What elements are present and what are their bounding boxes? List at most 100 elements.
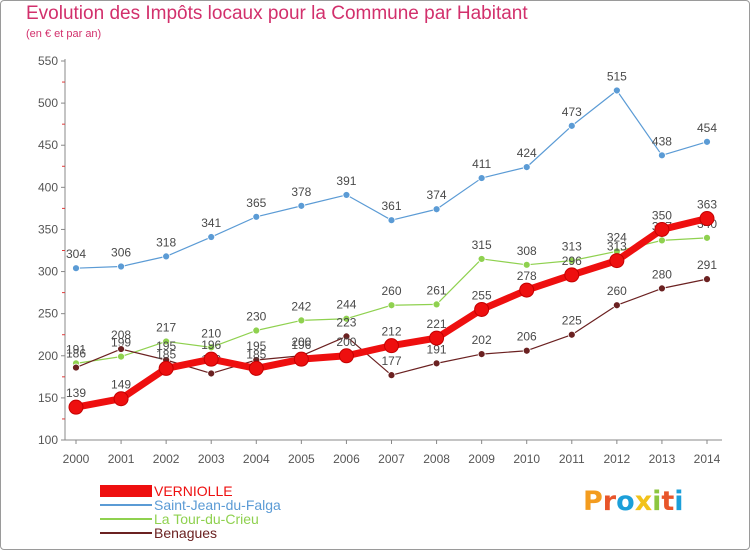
logo-letter: o (616, 486, 635, 517)
data-point-benagues (658, 284, 666, 293)
data-label-benagues: 195 (156, 339, 176, 353)
legend-label-la-tour-du-crieu: La Tour-du-Crieu (154, 511, 259, 527)
y-tick-label: 100 (38, 433, 58, 447)
data-label-saint-jean-du-falga: 473 (562, 105, 582, 119)
data-label-verniolle: 185 (246, 347, 266, 361)
legend-label-benagues: Benagues (154, 525, 218, 541)
data-point-saint-jean-du-falga (162, 252, 171, 261)
data-label-saint-jean-du-falga: 304 (66, 247, 86, 261)
data-label-saint-jean-du-falga: 318 (156, 235, 176, 249)
data-point-benagues (432, 359, 441, 368)
data-label-verniolle: 313 (607, 240, 627, 254)
data-label-benagues: 223 (336, 315, 356, 329)
data-point-saint-jean-du-falga (658, 151, 666, 160)
chart-title: Evolution des Impôts locaux pour la Comm… (26, 3, 528, 24)
data-point-saint-jean-du-falga (703, 137, 711, 146)
y-tick-label: 300 (38, 265, 58, 279)
data-point-saint-jean-du-falga (612, 86, 621, 95)
x-tick-label: 2014 (694, 452, 721, 466)
legend-item-la-tour-du-crieu: La Tour-du-Crieu (100, 512, 281, 526)
data-point-benagues (387, 371, 396, 380)
data-point-verniolle (519, 282, 535, 298)
logo-letter: P (583, 486, 603, 517)
data-point-saint-jean-du-falga (117, 262, 125, 271)
data-label-saint-jean-du-falga: 438 (652, 134, 672, 148)
data-point-verniolle (654, 221, 670, 237)
data-point-la-tour-du-crieu (162, 337, 171, 346)
x-tick-label: 2001 (108, 452, 135, 466)
data-point-verniolle (248, 360, 264, 376)
data-label-la-tour-du-crieu: 230 (246, 310, 266, 324)
data-point-la-tour-du-crieu (207, 343, 216, 352)
data-label-la-tour-du-crieu: 191 (66, 342, 86, 356)
data-point-verniolle (384, 338, 399, 354)
legend-swatch-benagues (100, 532, 152, 534)
data-label-la-tour-du-crieu: 261 (427, 283, 447, 297)
y-tick-label: 500 (38, 96, 58, 110)
x-tick-label: 2010 (513, 452, 540, 466)
data-label-la-tour-du-crieu: 217 (156, 320, 176, 334)
data-label-benagues: 280 (652, 267, 672, 281)
data-label-saint-jean-du-falga: 515 (607, 69, 627, 83)
data-point-la-tour-du-crieu (387, 301, 396, 310)
data-label-verniolle: 350 (652, 208, 672, 222)
data-point-la-tour-du-crieu (252, 326, 261, 335)
x-tick-label: 2013 (649, 452, 676, 466)
legend-swatch-saint-jean-du-falga (100, 504, 152, 506)
data-label-saint-jean-du-falga: 361 (381, 199, 401, 213)
data-label-verniolle: 278 (517, 269, 537, 283)
data-point-benagues (567, 330, 576, 339)
data-point-benagues (342, 332, 351, 341)
data-label-verniolle: 196 (201, 338, 221, 352)
logo-letter: t (661, 486, 675, 517)
x-tick-label: 2004 (243, 452, 270, 466)
y-tick-label: 400 (38, 180, 58, 194)
data-label-benagues: 291 (697, 258, 717, 272)
data-point-saint-jean-du-falga (72, 264, 80, 273)
data-label-la-tour-du-crieu: 199 (111, 336, 131, 350)
data-point-benagues (477, 350, 486, 358)
data-point-saint-jean-du-falga (432, 205, 441, 214)
legend-item-benagues: Benagues (100, 526, 281, 540)
logo-letter: x (634, 486, 653, 517)
x-tick-label: 2011 (559, 452, 585, 466)
x-tick-label: 2005 (288, 452, 315, 466)
data-label-benagues: 177 (381, 354, 401, 368)
proxiti-logo: Proxiti (583, 486, 684, 517)
data-label-la-tour-du-crieu: 313 (562, 240, 582, 254)
data-label-la-tour-du-crieu: 308 (517, 244, 537, 258)
data-point-la-tour-du-crieu (117, 352, 125, 361)
data-point-verniolle (338, 348, 354, 364)
y-tick-label: 250 (38, 307, 58, 321)
data-point-verniolle (609, 253, 625, 269)
data-label-la-tour-du-crieu: 315 (472, 238, 492, 252)
legend-item-saint-jean-du-falga: Saint-Jean-du-Falga (100, 498, 281, 512)
data-point-saint-jean-du-falga (297, 201, 306, 210)
data-label-benagues: 200 (291, 335, 311, 349)
data-label-saint-jean-du-falga: 374 (427, 188, 447, 202)
y-tick-label: 450 (38, 138, 58, 152)
data-label-la-tour-du-crieu: 324 (607, 230, 627, 244)
data-point-saint-jean-du-falga (567, 121, 576, 130)
data-label-saint-jean-du-falga: 365 (246, 196, 266, 210)
data-point-saint-jean-du-falga (342, 191, 351, 199)
logo-letter: i (652, 486, 662, 517)
data-point-la-tour-du-crieu (703, 233, 711, 242)
data-label-saint-jean-du-falga: 454 (697, 121, 717, 135)
legend-item-verniolle: VERNIOLLE (100, 484, 281, 498)
x-tick-label: 2007 (378, 452, 405, 466)
data-label-benagues: 206 (517, 330, 537, 344)
data-point-benagues (522, 346, 531, 355)
x-tick-label: 2012 (604, 452, 631, 466)
chart-legend: VERNIOLLE Saint-Jean-du-Falga La Tour-du… (100, 484, 281, 540)
data-point-saint-jean-du-falga (477, 174, 486, 182)
data-point-verniolle (203, 351, 219, 367)
data-label-benagues: 208 (111, 328, 131, 342)
x-tick-label: 2006 (333, 452, 360, 466)
data-point-la-tour-du-crieu (432, 300, 441, 309)
data-label-saint-jean-du-falga: 378 (291, 185, 311, 199)
data-point-verniolle (429, 330, 445, 346)
data-point-saint-jean-du-falga (522, 163, 531, 172)
data-point-saint-jean-du-falga (387, 216, 396, 225)
